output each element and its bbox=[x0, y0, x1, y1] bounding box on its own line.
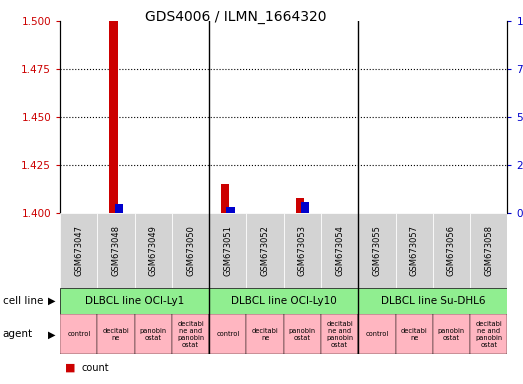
Bar bbox=[115, 204, 123, 213]
Text: GSM673058: GSM673058 bbox=[484, 225, 493, 276]
Bar bbox=[60, 288, 209, 314]
Text: decitabi
ne: decitabi ne bbox=[401, 328, 427, 341]
Text: GSM673056: GSM673056 bbox=[447, 225, 456, 276]
Text: panobin
ostat: panobin ostat bbox=[289, 328, 316, 341]
Bar bbox=[172, 213, 209, 288]
Bar bbox=[209, 213, 246, 288]
Text: GDS4006 / ILMN_1664320: GDS4006 / ILMN_1664320 bbox=[144, 10, 326, 23]
Text: GSM673051: GSM673051 bbox=[223, 225, 232, 276]
Bar bbox=[226, 207, 234, 213]
Bar bbox=[283, 213, 321, 288]
Text: decitabi
ne: decitabi ne bbox=[103, 328, 129, 341]
Bar bbox=[358, 314, 395, 354]
Text: DLBCL line OCI-Ly10: DLBCL line OCI-Ly10 bbox=[231, 296, 337, 306]
Text: GSM673050: GSM673050 bbox=[186, 225, 195, 276]
Text: control: control bbox=[67, 331, 90, 337]
Bar bbox=[135, 314, 172, 354]
Bar bbox=[172, 314, 209, 354]
Bar bbox=[283, 314, 321, 354]
Text: GSM673049: GSM673049 bbox=[149, 225, 158, 276]
Bar bbox=[221, 184, 229, 213]
Bar bbox=[135, 213, 172, 288]
Bar bbox=[246, 314, 283, 354]
Bar bbox=[209, 288, 358, 314]
Text: DLBCL line OCI-Ly1: DLBCL line OCI-Ly1 bbox=[85, 296, 184, 306]
Text: GSM673047: GSM673047 bbox=[74, 225, 83, 276]
Bar bbox=[109, 21, 118, 213]
Bar bbox=[60, 314, 97, 354]
Bar bbox=[433, 213, 470, 288]
Text: GSM673048: GSM673048 bbox=[111, 225, 120, 276]
Text: panobin
ostat: panobin ostat bbox=[140, 328, 167, 341]
Text: ■: ■ bbox=[65, 363, 76, 373]
Text: GSM673057: GSM673057 bbox=[410, 225, 418, 276]
Bar bbox=[358, 213, 395, 288]
Text: agent: agent bbox=[3, 329, 33, 339]
Text: panobin
ostat: panobin ostat bbox=[438, 328, 465, 341]
Text: GSM673054: GSM673054 bbox=[335, 225, 344, 276]
Text: control: control bbox=[365, 331, 389, 337]
Bar bbox=[301, 202, 309, 213]
Bar bbox=[470, 314, 507, 354]
Text: decitabi
ne and
panobin
ostat: decitabi ne and panobin ostat bbox=[177, 321, 204, 348]
Text: count: count bbox=[81, 363, 109, 373]
Text: DLBCL line Su-DHL6: DLBCL line Su-DHL6 bbox=[381, 296, 485, 306]
Bar bbox=[470, 213, 507, 288]
Text: decitabi
ne and
panobin
ostat: decitabi ne and panobin ostat bbox=[475, 321, 502, 348]
Bar bbox=[60, 213, 97, 288]
Bar bbox=[209, 314, 246, 354]
Bar bbox=[321, 314, 358, 354]
Bar bbox=[97, 213, 135, 288]
Bar bbox=[433, 314, 470, 354]
Text: decitabi
ne and
panobin
ostat: decitabi ne and panobin ostat bbox=[326, 321, 353, 348]
Text: cell line: cell line bbox=[3, 296, 43, 306]
Bar bbox=[246, 213, 283, 288]
Bar bbox=[358, 288, 507, 314]
Bar bbox=[395, 314, 433, 354]
Text: ▶: ▶ bbox=[48, 329, 55, 339]
Text: decitabi
ne: decitabi ne bbox=[252, 328, 278, 341]
Bar bbox=[321, 213, 358, 288]
Text: GSM673053: GSM673053 bbox=[298, 225, 307, 276]
Text: ▶: ▶ bbox=[48, 296, 55, 306]
Text: control: control bbox=[216, 331, 240, 337]
Text: GSM673055: GSM673055 bbox=[372, 225, 381, 276]
Bar bbox=[295, 198, 304, 213]
Bar bbox=[97, 314, 135, 354]
Text: GSM673052: GSM673052 bbox=[260, 225, 269, 276]
Bar bbox=[395, 213, 433, 288]
